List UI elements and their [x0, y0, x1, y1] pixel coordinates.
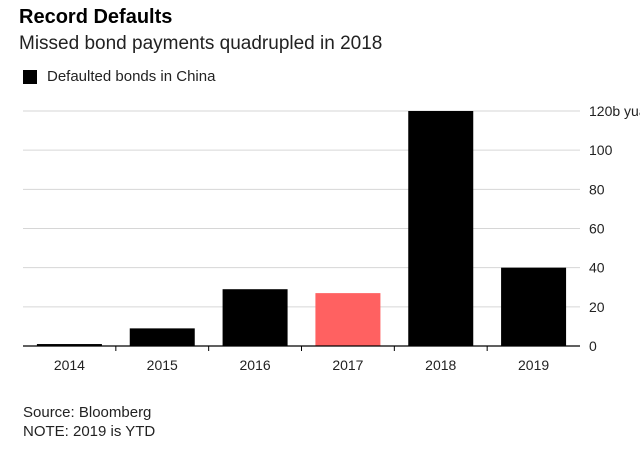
bar — [408, 111, 474, 346]
y-tick-label: 80 — [589, 181, 605, 197]
y-tick-label: 40 — [589, 260, 605, 276]
y-tick-label: 100 — [589, 142, 613, 158]
legend: Defaulted bonds in China — [23, 68, 215, 85]
y-tick-label: 120b yuan — [589, 103, 640, 119]
bar-chart: 0 20 40 60 80 100 120b yuan 2014 2015 2016 2017 201… — [23, 103, 640, 373]
legend-label: Defaulted bonds in China — [47, 68, 216, 85]
bar — [501, 267, 567, 346]
legend-swatch — [23, 69, 37, 84]
x-tick-label: 2017 — [332, 357, 363, 373]
x-tick-label: 2015 — [147, 357, 178, 373]
x-tick-label: 2019 — [518, 357, 549, 373]
y-tick-label: 60 — [589, 221, 605, 237]
x-tick-label: 2014 — [54, 357, 85, 373]
bar — [222, 289, 288, 346]
x-tick-label: 2016 — [240, 357, 271, 373]
chart-subtitle: Missed bond payments quadrupled in 2018 — [19, 33, 383, 54]
bar — [315, 293, 381, 346]
bar — [36, 344, 102, 346]
ytd-note: NOTE: 2019 is YTD — [23, 423, 156, 440]
source-note: Source: Bloomberg — [23, 404, 152, 421]
y-tick-label: 0 — [589, 338, 597, 354]
bar — [129, 328, 195, 346]
chart-title: Record Defaults — [19, 6, 173, 28]
y-tick-label: 20 — [589, 299, 605, 315]
x-tick-label: 2018 — [425, 357, 456, 373]
